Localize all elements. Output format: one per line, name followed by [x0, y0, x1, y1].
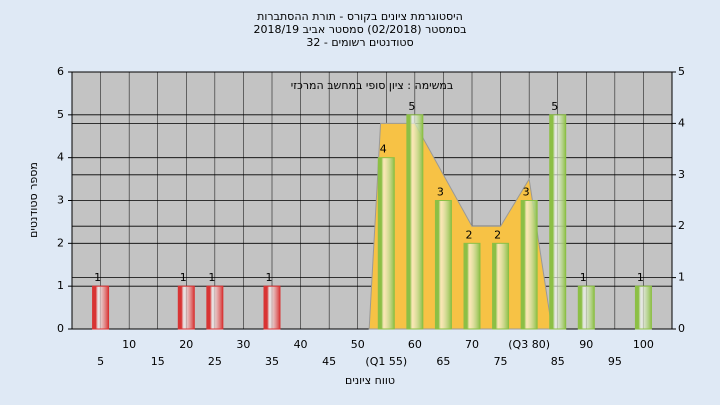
y-tick-label: 1 — [57, 279, 64, 292]
value-label: 3 — [523, 186, 530, 199]
bar — [406, 114, 424, 330]
bar — [263, 285, 281, 330]
x-tick-label: 20 — [179, 338, 193, 351]
value-label: 1 — [266, 271, 273, 284]
y-tick-label: 2 — [57, 236, 64, 249]
y-tick-label: 0 — [57, 322, 64, 335]
x-tick-label: 30 — [236, 338, 250, 351]
x-tick-label: (Q1 55) — [365, 355, 407, 368]
y-tick-label: 6 — [57, 65, 64, 78]
y-tick-label: 3 — [57, 194, 64, 207]
x-tick-label: 25 — [208, 355, 222, 368]
bar — [634, 285, 652, 330]
value-label: 3 — [437, 186, 444, 199]
value-label: 1 — [180, 271, 187, 284]
bar — [177, 285, 195, 330]
y2-tick-label: 4 — [678, 116, 685, 129]
annotation: במשימה : ציון סופי במחשב המרכזי — [291, 79, 454, 92]
x-tick-label: 85 — [551, 355, 565, 368]
x-axis-label: טווח ציונים — [345, 374, 395, 387]
y2-tick-label: 0 — [678, 322, 685, 335]
value-label: 1 — [580, 271, 587, 284]
x-tick-label: 5 — [97, 355, 104, 368]
x-tick-label: (Q3 80) — [508, 338, 550, 351]
chart-subtitle: סטודנטים רשומים - 32 — [306, 36, 413, 49]
chart-title: היסטוגרמת ציונים בקורס - תורת ההסתברות — [257, 10, 463, 23]
value-label: 4 — [380, 143, 387, 156]
x-tick-label: 95 — [608, 355, 622, 368]
x-tick-label: 60 — [408, 338, 422, 351]
bar — [206, 285, 224, 330]
bar — [434, 200, 452, 330]
x-tick-label: 45 — [322, 355, 336, 368]
x-tick-label: 90 — [579, 338, 593, 351]
value-label: 1 — [94, 271, 101, 284]
x-tick-label: 100 — [633, 338, 654, 351]
bar — [577, 285, 595, 330]
y2-tick-label: 1 — [678, 271, 685, 284]
value-label: 5 — [551, 100, 558, 113]
x-tick-label: 40 — [294, 338, 308, 351]
x-tick-label: 50 — [351, 338, 365, 351]
x-tick-label: 70 — [465, 338, 479, 351]
bar — [492, 242, 510, 330]
bar — [377, 157, 395, 330]
x-tick-label: 65 — [436, 355, 450, 368]
y-tick-label: 4 — [57, 151, 64, 164]
value-label: 1 — [637, 271, 644, 284]
chart-subtitle: בסמסטר (02/2018) סמסטר אביב 2018/19 — [253, 23, 466, 36]
y-tick-label: 5 — [57, 108, 64, 121]
value-label: 2 — [466, 228, 473, 241]
y2-tick-label: 5 — [678, 65, 685, 78]
bar — [92, 285, 110, 330]
x-tick-label: 15 — [151, 355, 165, 368]
y-axis-label: מספר סטודנטים — [27, 162, 40, 238]
y2-tick-label: 2 — [678, 219, 685, 232]
bar — [549, 114, 567, 330]
x-tick-label: 10 — [122, 338, 136, 351]
value-label: 5 — [408, 100, 415, 113]
value-label: 2 — [494, 228, 501, 241]
x-tick-label: 75 — [494, 355, 508, 368]
bar — [463, 242, 481, 330]
x-tick-label: 35 — [265, 355, 279, 368]
value-label: 1 — [208, 271, 215, 284]
bar — [520, 200, 538, 330]
y2-tick-label: 3 — [678, 168, 685, 181]
